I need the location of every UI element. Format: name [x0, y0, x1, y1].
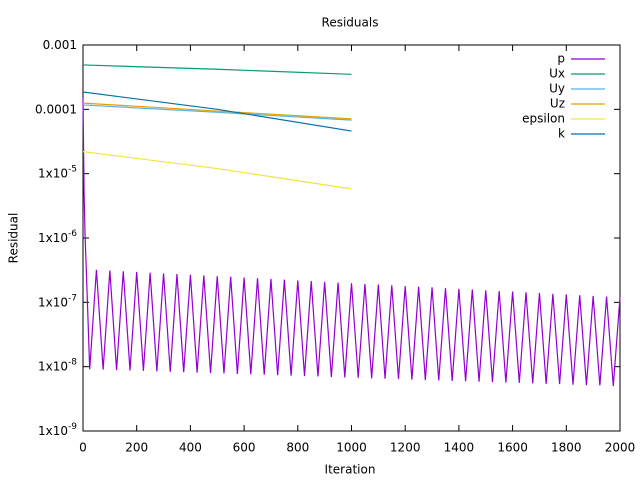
- y-tick-label: 1x10-6: [38, 229, 77, 245]
- y-tick-label-exponent: -8: [68, 357, 77, 367]
- y-tick-label: 1x10-5: [38, 164, 77, 180]
- y-tick-label-exponent: -6: [68, 229, 77, 239]
- legend-label: Uz: [550, 97, 565, 111]
- legend-label: p: [557, 52, 565, 66]
- y-tick-label: 0.0001: [35, 102, 77, 116]
- x-axis-label: Iteration: [325, 463, 376, 477]
- y-tick-label-base: 0.0001: [35, 102, 77, 116]
- series-line: [82, 97, 621, 387]
- y-tick-label: 1x10-8: [38, 357, 77, 373]
- plot-frame: [82, 44, 621, 432]
- series-line: [82, 104, 352, 121]
- legend-label: k: [558, 127, 565, 141]
- x-tick-label: 1000: [336, 441, 367, 455]
- x-tick-label: 200: [125, 441, 148, 455]
- x-tick-label: 1200: [390, 441, 421, 455]
- y-tick-label-base: 1x10: [38, 359, 68, 373]
- y-tick-label-exponent: -5: [68, 164, 77, 174]
- series-line: [82, 151, 352, 190]
- y-tick-label-base: 1x10: [38, 231, 68, 245]
- y-axis-label: Residual: [7, 213, 21, 264]
- y-tick-label: 1x10-9: [38, 422, 77, 438]
- series-line: [82, 102, 352, 120]
- y-tick-label: 1x10-7: [38, 293, 77, 309]
- x-tick-label: 0: [79, 441, 87, 455]
- legend-label: Uy: [549, 82, 565, 96]
- y-tick-label: 0.001: [43, 38, 77, 52]
- x-tick-label: 1600: [497, 441, 528, 455]
- y-tick-label-base: 1x10: [38, 166, 68, 180]
- y-tick-label-base: 1x10: [38, 424, 68, 438]
- x-tick-label: 600: [233, 441, 256, 455]
- y-tick-label-base: 1x10: [38, 295, 68, 309]
- x-tick-label: 1400: [444, 441, 475, 455]
- x-tick-label: 800: [286, 441, 309, 455]
- y-tick-label-base: 0.001: [43, 38, 77, 52]
- x-tick-label: 1800: [551, 441, 582, 455]
- legend-label: Ux: [549, 67, 565, 81]
- x-tick-label: 2000: [605, 441, 636, 455]
- y-tick-label-exponent: -9: [68, 422, 77, 432]
- x-tick-label: 400: [179, 441, 202, 455]
- legend-label: epsilon: [522, 112, 565, 126]
- y-tick-label-exponent: -7: [68, 293, 77, 303]
- series-line: [82, 64, 352, 75]
- chart-title: Residuals: [322, 16, 379, 30]
- series-line: [82, 91, 352, 132]
